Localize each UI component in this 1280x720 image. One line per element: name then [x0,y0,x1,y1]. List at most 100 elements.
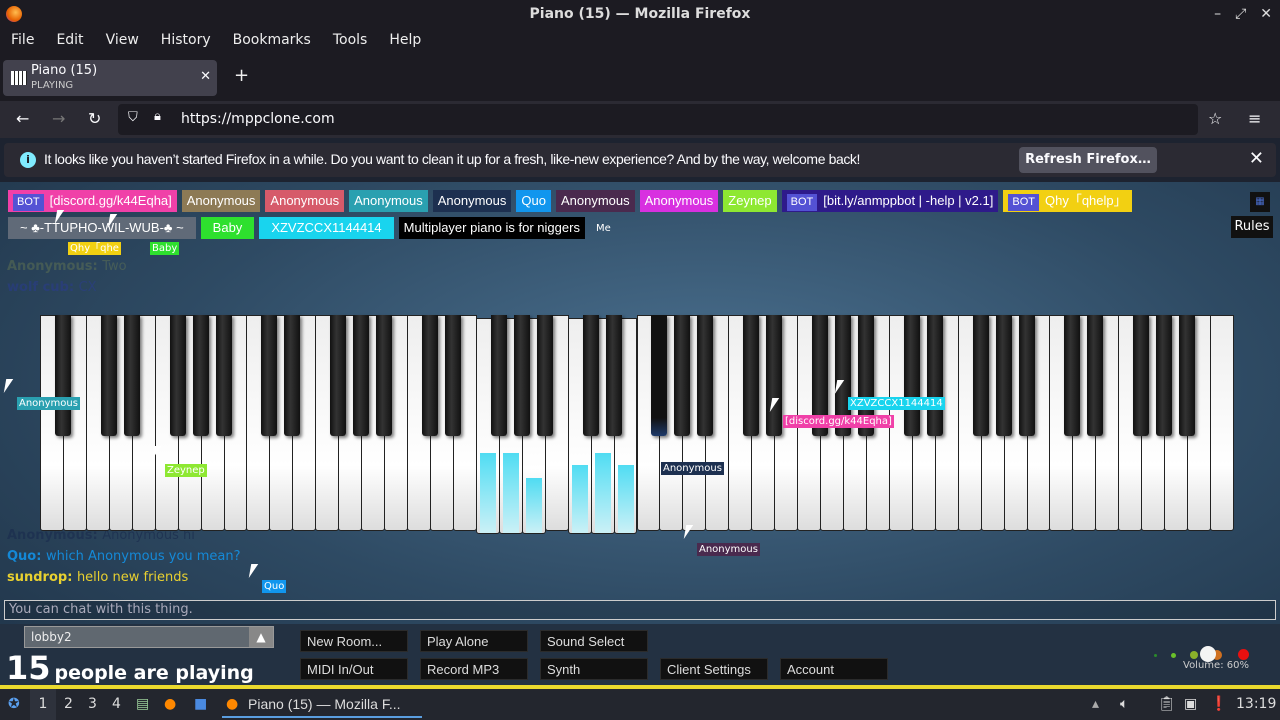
black-key-A#0[interactable] [54,315,71,436]
black-key-G#5[interactable] [834,315,851,436]
black-key-A#1[interactable] [215,315,232,436]
close-tab-icon[interactable]: ✕ [200,69,211,84]
play-alone-button[interactable]: Play Alone [420,630,528,652]
speaker-icon[interactable]: 🔈︎ [1120,696,1129,712]
user-tag[interactable]: Anonymous [181,190,261,212]
bookmark-star-icon[interactable]: ☆ [1208,109,1223,128]
lock-icon[interactable]: 🔒︎ [154,109,161,124]
back-button[interactable]: ← [16,109,30,128]
user-tag[interactable]: BOT [bit.ly/anmppbot | -help | v2.1] [781,190,999,212]
network-icon[interactable]: ▣ [1184,696,1198,712]
workspace-4[interactable]: 4 [112,696,121,712]
black-key-A#6[interactable] [1018,315,1035,436]
black-key-C#2[interactable] [261,315,278,436]
black-key-A#4[interactable] [697,315,714,436]
room-selector[interactable]: lobby2 ▲ [24,626,274,648]
black-key-D#6[interactable] [926,315,943,436]
black-key-F#7[interactable] [1133,315,1150,436]
black-key-C#7[interactable] [1064,315,1081,436]
user-tag[interactable]: Anonymous [555,190,635,212]
new-room-button[interactable]: New Room... [300,630,408,652]
menu-edit[interactable]: Edit [56,32,84,48]
menu-bookmarks[interactable]: Bookmarks [232,32,311,48]
user-tag[interactable]: Multiplayer piano is for niggers [398,217,585,239]
user-tag[interactable]: Anonymous [265,190,345,212]
user-tag[interactable]: XZVZCCX1144414 [259,217,394,239]
black-key-G#4[interactable] [674,315,691,436]
black-key-D#3[interactable] [444,315,461,436]
user-tag[interactable]: Anonymous [432,190,512,212]
room-dropdown-arrow-icon[interactable]: ▲ [249,627,273,647]
app-launcher-icon[interactable]: ■ [194,696,208,712]
volume-knob[interactable] [1200,646,1216,662]
workspace-3[interactable]: 3 [88,696,97,712]
black-key-F#1[interactable] [169,315,186,436]
rules-button[interactable]: Rules [1231,216,1273,238]
url-text[interactable]: https://mppclone.com [181,111,335,127]
black-key-F#6[interactable] [972,315,989,436]
minimize-button[interactable]: – [1214,6,1222,22]
shield-icon[interactable]: ⛉ [128,110,138,125]
close-notification-icon[interactable]: ✕ [1248,148,1264,169]
refresh-firefox-button[interactable]: Refresh Firefox… [1019,147,1157,173]
black-key-C#4[interactable] [582,315,599,436]
user-tag[interactable]: Anonymous [639,190,719,212]
black-key-G#3[interactable] [513,315,530,436]
black-key-A#2[interactable] [376,315,393,436]
black-key-C#3[interactable] [422,315,439,436]
piano-keyboard[interactable] [40,315,1234,534]
account-button[interactable]: Account [780,658,888,680]
menu-file[interactable]: File [11,32,35,48]
user-tag[interactable]: Quo [516,190,551,212]
black-key-F#5[interactable] [812,315,829,436]
black-key-F#3[interactable] [490,315,507,436]
reload-button[interactable]: ↻ [88,109,102,128]
grid-toggle-icon[interactable]: ▦ [1250,192,1270,212]
close-window-button[interactable]: ✕ [1260,6,1272,22]
user-tag[interactable]: Zeynep [723,190,777,212]
black-key-F#2[interactable] [330,315,347,436]
notification-icon[interactable]: ❗ [1210,696,1228,712]
black-key-G#1[interactable] [192,315,209,436]
synth-button[interactable]: Synth [540,658,648,680]
tab-piano[interactable]: Piano (15) PLAYING ✕ [3,60,217,96]
tray-arrow-icon[interactable]: ▴ [1092,696,1100,712]
workspace-2[interactable]: 2 [64,696,73,712]
menu-history[interactable]: History [160,32,211,48]
black-key-D#2[interactable] [284,315,301,436]
user-tag[interactable]: BOT [discord.gg/k44Eqha] [8,190,177,212]
black-key-C#1[interactable] [100,315,117,436]
new-tab-button[interactable]: + [234,65,250,86]
black-key-D#1[interactable] [123,315,140,436]
black-key-G#7[interactable] [1156,315,1173,436]
record-mp3-button[interactable]: Record MP3 [420,658,528,680]
user-tag[interactable]: BOT Qhy「qhelp」 [1003,190,1132,212]
black-key-D#4[interactable] [605,315,622,436]
clipboard-icon[interactable]: 📋︎ [1158,696,1176,712]
menu-help[interactable]: Help [389,32,422,48]
black-key-G#6[interactable] [995,315,1012,436]
chat-input[interactable]: You can chat with this thing. [4,600,1276,620]
menu-view[interactable]: View [105,32,139,48]
white-key-C8[interactable] [1210,315,1234,531]
hamburger-menu-icon[interactable]: ≡ [1248,109,1262,128]
black-key-A#7[interactable] [1179,315,1196,436]
black-key-F#4[interactable] [651,315,668,436]
forward-button[interactable]: → [52,109,66,128]
workspace-1[interactable]: 1 [30,689,56,720]
black-key-A#3[interactable] [536,315,553,436]
firefox-launcher-icon[interactable]: ● [164,696,177,712]
taskbar-firefox-task[interactable]: ● Piano (15) — Mozilla F... [222,691,422,718]
start-menu-icon[interactable]: ✪ [8,696,20,712]
menu-tools[interactable]: Tools [332,32,368,48]
black-key-D#5[interactable] [766,315,783,436]
file-manager-icon[interactable]: ▤ [136,696,150,712]
user-tag[interactable]: Anonymous [349,190,428,212]
black-key-C#6[interactable] [903,315,920,436]
black-key-C#5[interactable] [743,315,760,436]
midi-button[interactable]: MIDI In/Out [300,658,408,680]
sound-select-button[interactable]: Sound Select [540,630,648,652]
user-tag[interactable]: Baby [200,217,255,239]
client-settings-button[interactable]: Client Settings [660,658,768,680]
user-tag[interactable]: ~ ♣-TTUPHO-WIL-WUB-♣ ~ [8,217,196,239]
